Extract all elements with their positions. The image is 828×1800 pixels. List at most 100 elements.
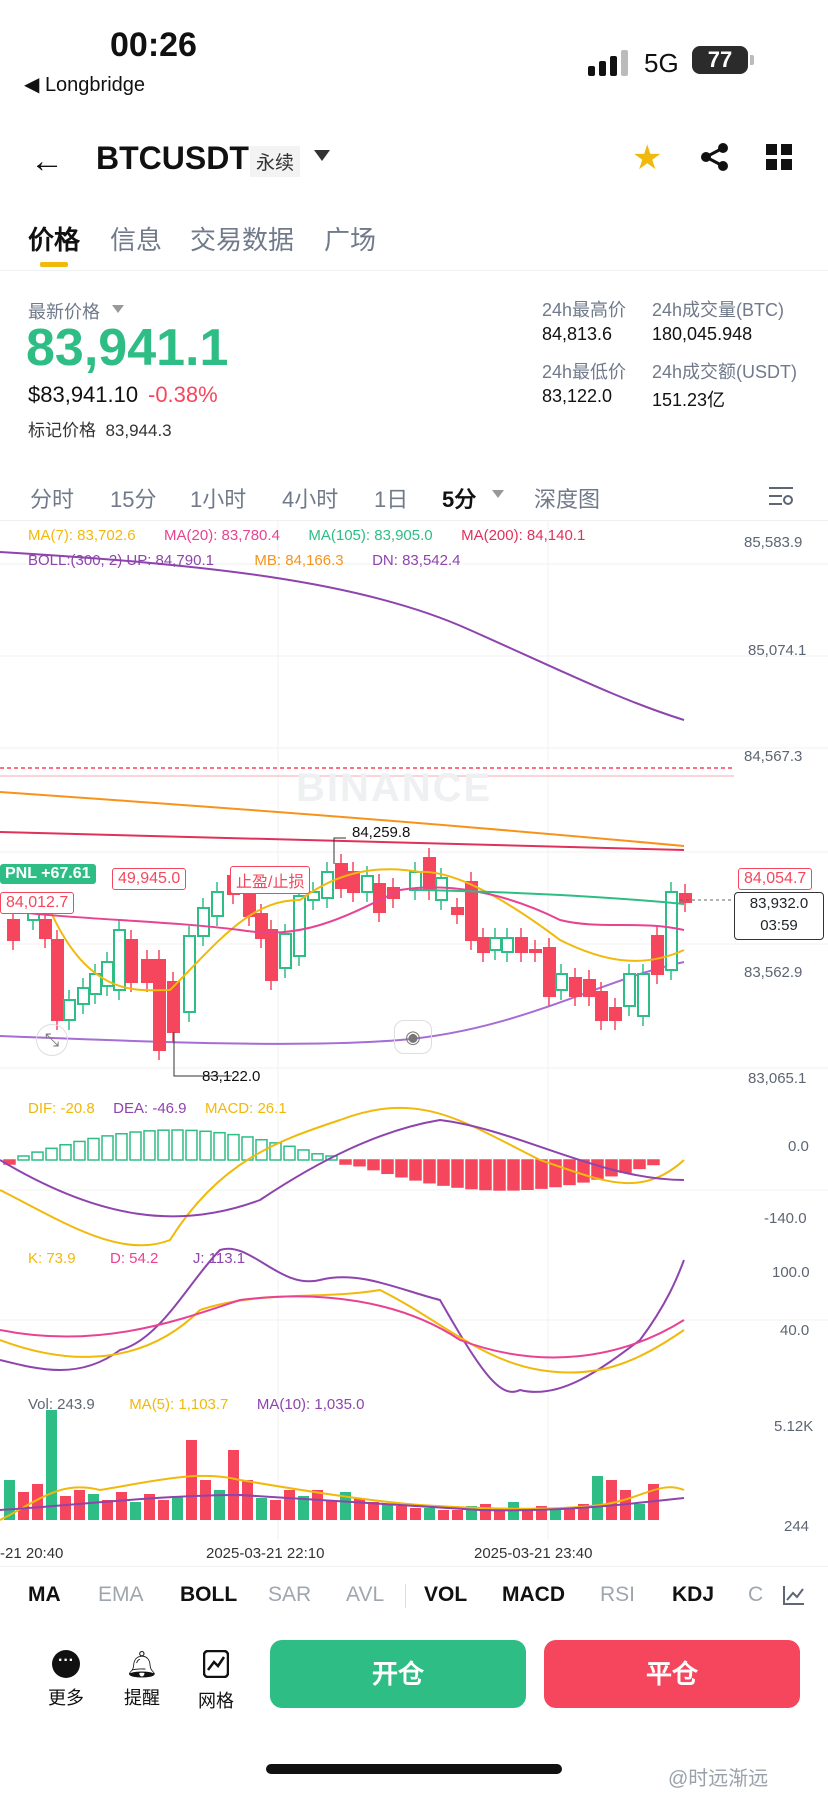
ma7-line — [49, 868, 685, 992]
candle-body — [307, 891, 320, 901]
candle-body — [489, 937, 502, 951]
network-type: 5G — [644, 48, 679, 78]
volume-bar — [228, 1450, 239, 1520]
close-position-button[interactable]: 平仓 — [544, 1640, 800, 1708]
candle-body — [265, 929, 278, 981]
volume-bar — [410, 1508, 421, 1520]
share-icon[interactable] — [700, 142, 730, 172]
tf-15m[interactable]: 15分 — [110, 487, 157, 512]
ind-tab-ma[interactable]: MA — [28, 1583, 61, 1606]
vol-ma10-label: MA(10): 1,035.0 — [256, 1396, 365, 1413]
candle-body — [679, 893, 692, 903]
candle-body — [255, 913, 268, 939]
ind-tab-rsi[interactable]: RSI — [600, 1583, 636, 1606]
active-tab-underline — [40, 262, 68, 267]
tf-more-dropdown-icon[interactable] — [492, 490, 504, 498]
y-axis-3: 84,567.3 — [744, 748, 803, 765]
tab-price[interactable]: 价格 — [28, 225, 81, 255]
macd-bar — [17, 1155, 30, 1161]
macd-bar — [157, 1129, 170, 1161]
volume-bar — [396, 1506, 407, 1520]
ind-tab-avl[interactable]: AVL — [346, 1583, 385, 1606]
current-price-box: 83,932.0 03:59 — [734, 892, 824, 940]
kline-chart[interactable] — [0, 520, 828, 1540]
tf-4h[interactable]: 4小时 — [282, 487, 339, 512]
ma105-label: MA(105): 83,905.0 — [308, 527, 433, 544]
price-type-dropdown-icon[interactable] — [112, 305, 124, 313]
ind-tab-sar[interactable]: SAR — [268, 1583, 312, 1606]
high-marker: 84,259.8 — [352, 824, 411, 841]
eye-icon[interactable]: ◉ — [394, 1020, 432, 1054]
favorite-star-icon[interactable]: ★ — [632, 139, 663, 177]
back-arrow-icon[interactable]: ← — [30, 142, 64, 180]
volume-bar — [480, 1504, 491, 1520]
tab-trading-data[interactable]: 交易数据 — [190, 225, 295, 255]
chart-settings-icon[interactable] — [768, 484, 794, 508]
volume-bar — [60, 1496, 71, 1520]
boll-up-label: BOLL:(300, 2) UP: 84,790.1 — [28, 552, 214, 569]
symbol-dropdown-icon[interactable] — [314, 150, 330, 161]
candle-body — [623, 973, 636, 1007]
y-axis-5: 83,065.1 — [748, 1070, 807, 1087]
volume-bar — [18, 1492, 29, 1520]
volume-bar — [256, 1498, 267, 1520]
alert-label: 提醒 — [124, 1688, 160, 1708]
candle-body — [423, 857, 436, 891]
macd-bar — [423, 1159, 436, 1184]
tab-square[interactable]: 广场 — [324, 225, 377, 255]
tf-depth[interactable]: 深度图 — [534, 487, 601, 512]
macd-bar — [45, 1147, 58, 1161]
candle-body — [451, 907, 464, 915]
candle-body — [435, 877, 448, 901]
d-line — [0, 1295, 685, 1359]
grid-menu-icon[interactable] — [766, 144, 792, 170]
tf-line[interactable]: 分时 — [30, 487, 75, 512]
boll-legend: BOLL:(300, 2) UP: 84,790.1 MB: 84,166.3 … — [28, 552, 460, 570]
macd-bar — [479, 1159, 492, 1191]
ind-tab-boll[interactable]: BOLL — [180, 1583, 238, 1606]
fullscreen-icon[interactable]: ⤡ — [36, 1024, 68, 1056]
grid-bot-button[interactable]: 网格 — [196, 1649, 236, 1713]
boll-dn-label: DN: 83,542.4 — [372, 552, 461, 569]
ind-tab-more[interactable]: C — [748, 1583, 764, 1606]
volume-bar — [144, 1494, 155, 1520]
ind-tab-kdj[interactable]: KDJ — [672, 1583, 715, 1606]
volume-bar — [494, 1508, 505, 1520]
last-price: 83,941.1 — [26, 319, 229, 377]
more-button[interactable]: ··· 更多 — [46, 1650, 86, 1710]
last-price-label: 最新价格 — [28, 302, 100, 322]
kdj-legend: K: 73.9 D: 54.2 J: 113.1 — [28, 1250, 245, 1268]
macd-bar — [283, 1145, 296, 1161]
ind-tab-macd[interactable]: MACD — [502, 1583, 565, 1606]
tf-1d[interactable]: 1日 — [374, 487, 409, 512]
macd-bar — [549, 1159, 562, 1188]
k-line — [0, 1288, 685, 1374]
tp-sl-button[interactable]: 止盈/止损 — [230, 866, 311, 894]
ind-tab-vol[interactable]: VOL — [424, 1583, 468, 1606]
symbol-title[interactable]: BTCUSDT — [96, 140, 249, 176]
alert-button[interactable]: 🔔︎ 提醒 — [122, 1650, 162, 1710]
macd-bar — [535, 1159, 548, 1189]
pnl-tag[interactable]: PNL +67.61 — [0, 864, 96, 884]
candle-body — [569, 977, 582, 997]
volume-bar — [116, 1492, 127, 1520]
home-indicator[interactable] — [266, 1764, 562, 1774]
vol-legend: Vol: 243.9 MA(5): 1,103.7 MA(10): 1,035.… — [28, 1396, 364, 1414]
volume-bar — [452, 1510, 463, 1520]
stat-low-value: 83,122.0 — [542, 386, 613, 406]
tf-5m[interactable]: 5分 — [442, 487, 477, 512]
indicator-settings-icon[interactable] — [782, 1584, 806, 1606]
macd-bar — [353, 1159, 366, 1167]
d-label: D: 54.2 — [110, 1250, 159, 1267]
tf-1h[interactable]: 1小时 — [190, 487, 247, 512]
volume-bar — [242, 1480, 253, 1520]
candle-body — [141, 959, 154, 983]
ind-tab-ema[interactable]: EMA — [98, 1583, 144, 1606]
tab-divider — [0, 270, 828, 271]
boll-dn-line — [0, 961, 685, 1045]
open-position-button[interactable]: 开仓 — [270, 1640, 526, 1708]
back-to-app-link[interactable]: ◀ Longbridge — [24, 74, 146, 96]
candle-body — [501, 937, 514, 953]
tab-info[interactable]: 信息 — [110, 225, 163, 255]
volume-bar — [312, 1490, 323, 1520]
